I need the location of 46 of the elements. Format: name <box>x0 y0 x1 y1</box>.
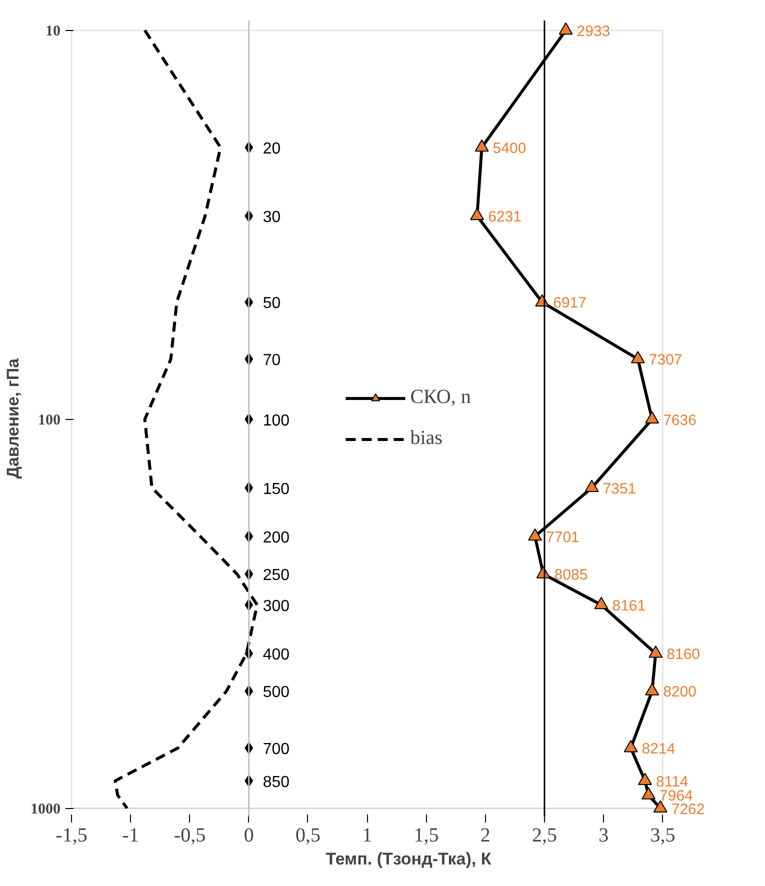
annotation: 8160 <box>666 646 700 663</box>
x-tick-label: -1,5 <box>56 824 88 846</box>
annotation: 8085 <box>554 566 588 584</box>
y-tick-label: 10 <box>46 23 60 40</box>
x-axis-title: Темп. (Тзонд-Тка), К <box>326 850 492 868</box>
data-label: 700 <box>262 741 290 758</box>
y-tick-label: 100 <box>38 412 60 428</box>
annotation: 7636 <box>663 412 696 429</box>
annotation: 8161 <box>612 597 646 614</box>
y-tick-label: 1000 <box>30 801 60 818</box>
data-label: 250 <box>262 567 290 584</box>
x-tick-label: 1 <box>362 824 372 846</box>
data-label: 300 <box>262 598 290 615</box>
x-tick-label: 1,5 <box>414 824 439 846</box>
legend-label: СКО, n <box>410 386 471 409</box>
data-label: 50 <box>262 295 281 312</box>
annotation: 6917 <box>553 294 586 312</box>
data-label: 100 <box>262 412 290 430</box>
data-label: 850 <box>262 774 290 791</box>
annotation: 8114 <box>656 773 688 790</box>
annotation: 7351 <box>602 480 636 498</box>
data-label: 400 <box>262 646 290 664</box>
data-label: 150 <box>262 480 290 498</box>
x-tick-label: -1 <box>122 824 139 846</box>
annotation: 5400 <box>492 140 526 157</box>
x-tick-label: 3,5 <box>650 824 676 846</box>
data-label: 200 <box>262 529 290 546</box>
x-tick-label: -0,5 <box>174 824 206 846</box>
x-tick-label: 0,5 <box>295 824 320 846</box>
data-label: 70 <box>262 352 281 370</box>
annotation: 8214 <box>642 740 676 758</box>
annotation: 7307 <box>648 352 682 369</box>
y-axis-title: Давление, гПа <box>4 358 22 479</box>
data-label: 30 <box>262 208 281 226</box>
x-tick-label: 3 <box>598 824 609 846</box>
line-series <box>114 28 259 810</box>
annotation: 7701 <box>546 528 580 546</box>
data-label: 500 <box>262 684 290 702</box>
x-tick-label: 2 <box>480 824 490 846</box>
x-tick-label: 0 <box>244 824 254 846</box>
annotation: 8200 <box>663 684 696 701</box>
annotation: 2933 <box>576 22 610 40</box>
data-label: 20 <box>262 140 281 158</box>
legend-label: bias <box>410 427 442 450</box>
x-tick-label: 2,5 <box>532 824 557 846</box>
annotation: 6231 <box>488 208 522 226</box>
